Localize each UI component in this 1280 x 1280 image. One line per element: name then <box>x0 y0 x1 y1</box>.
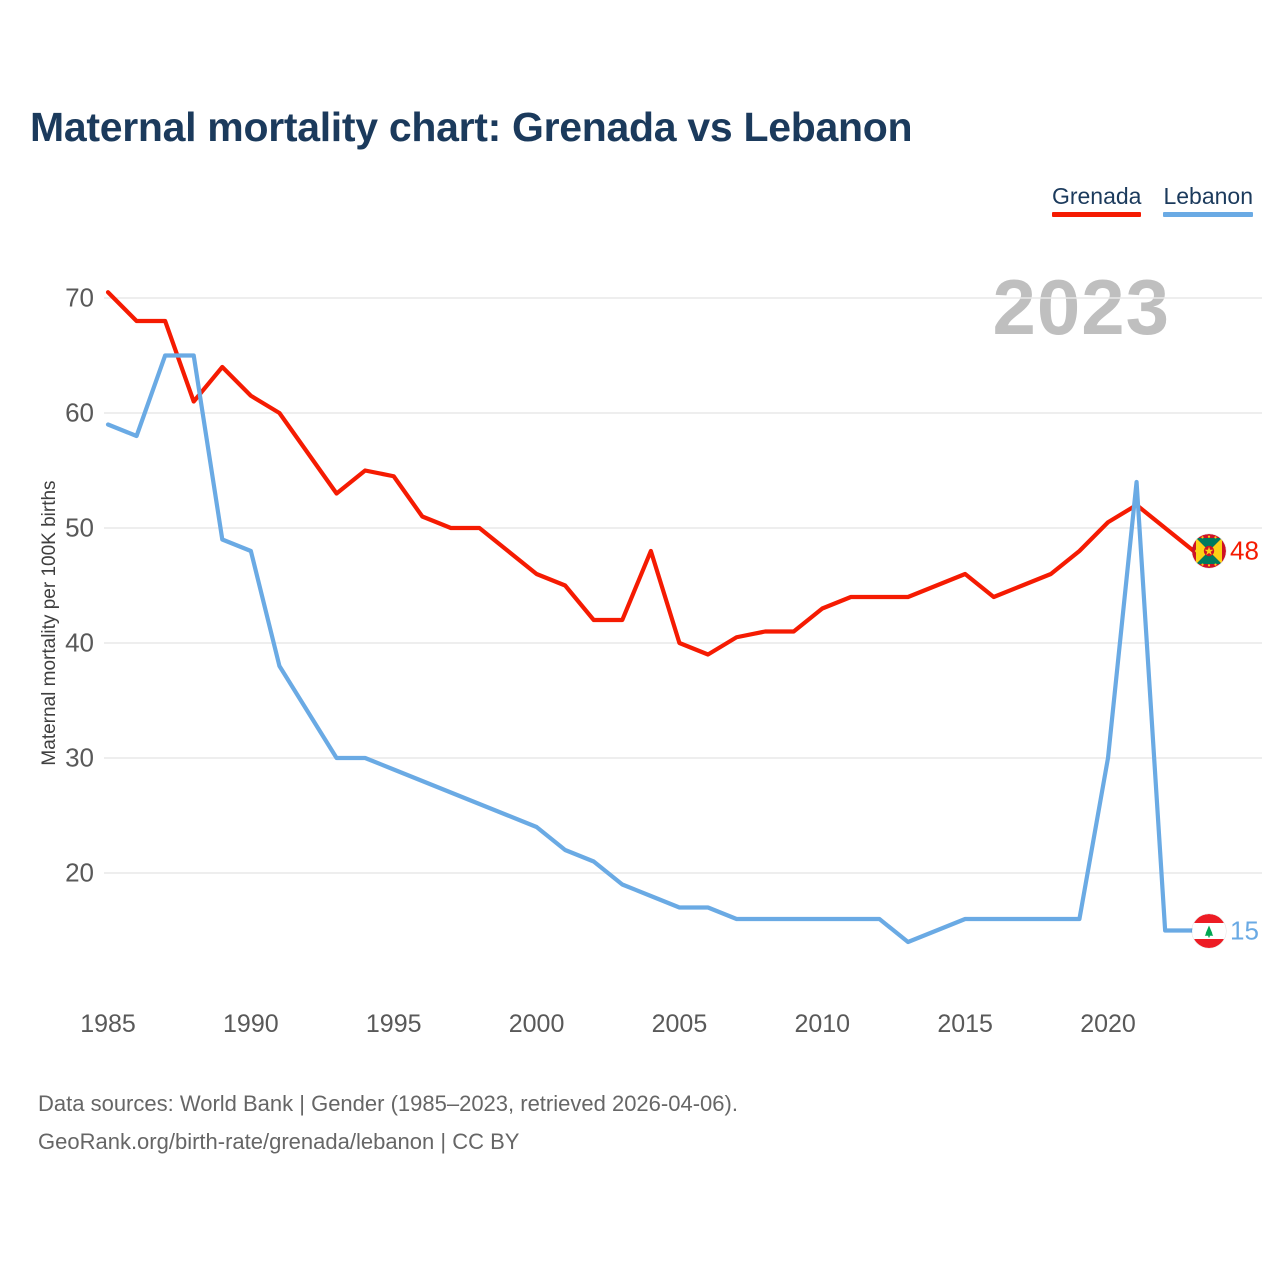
footer-line-1: Data sources: World Bank | Gender (1985–… <box>38 1091 738 1116</box>
x-tick-2010: 2010 <box>794 1010 851 1038</box>
series-line-grenada[interactable] <box>105 290 1196 657</box>
legend-label-lebanon: Lebanon <box>1163 183 1253 209</box>
footer-line-2[interactable]: GeoRank.org/birth-rate/grenada/lebanon |… <box>38 1128 520 1154</box>
x-tick-2005: 2005 <box>651 1010 708 1038</box>
legend-item-grenada[interactable]: Grenada <box>1051 183 1142 218</box>
y-tick-20: 20 <box>65 857 94 888</box>
chart-gridlines <box>104 297 1262 874</box>
x-tick-2020: 2020 <box>1080 1010 1136 1038</box>
y-tick-30: 30 <box>65 742 94 773</box>
y-tick-60: 60 <box>65 397 94 428</box>
page-title: Maternal mortality chart: Grenada vs Leb… <box>30 104 913 150</box>
lebanon-end-value: 15 <box>1230 915 1259 945</box>
x-tick-2000: 2000 <box>508 1010 565 1038</box>
x-tick-2015: 2015 <box>937 1010 993 1038</box>
grenada-flag-icon <box>1192 534 1226 568</box>
y-tick-50: 50 <box>65 512 94 543</box>
grenada-end-value: 48 <box>1230 535 1259 566</box>
series-line-lebanon[interactable] <box>105 353 1196 945</box>
year-watermark: 2023 <box>992 263 1170 351</box>
x-tick-1995: 1995 <box>365 1010 422 1038</box>
legend-swatch-grenada <box>1051 212 1142 218</box>
x-tick-1985: 1985 <box>80 1010 136 1038</box>
lebanon-flag-icon <box>1192 913 1226 948</box>
y-tick-40: 40 <box>65 627 94 658</box>
legend-item-lebanon[interactable]: Lebanon <box>1163 183 1253 218</box>
legend-swatch-lebanon <box>1163 212 1253 218</box>
y-tick-70: 70 <box>65 282 94 313</box>
footer-attribution: Data sources: World Bank | Gender (1985–… <box>38 1085 738 1161</box>
legend-label-grenada: Grenada <box>1051 183 1142 209</box>
chart-series-lines <box>105 290 1196 945</box>
chart-legend: Grenada Lebanon <box>1051 183 1253 218</box>
x-tick-1990: 1990 <box>223 1010 279 1038</box>
